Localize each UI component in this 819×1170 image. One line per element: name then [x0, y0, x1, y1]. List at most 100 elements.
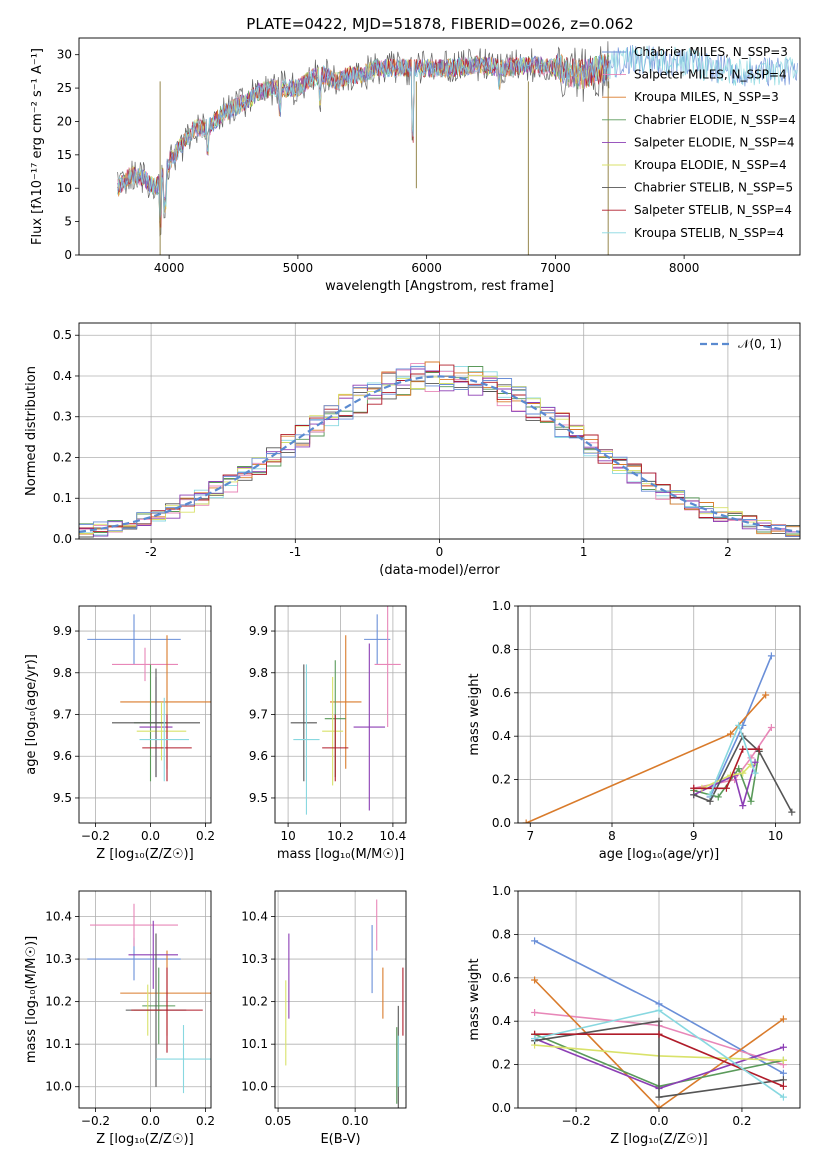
axes-frame [78, 322, 801, 540]
y-tick-label: 0 [64, 248, 72, 262]
y-tick-label: 0.0 [492, 1101, 511, 1115]
y-tick-label: 0.0 [492, 816, 511, 830]
panel-mass-weight-vs-age: 7 8 9 10 0.0 0.2 0.4 0.6 0.8 1.0 age [log₁₀(age/yr… [467, 599, 801, 862]
weight-marker [655, 1000, 663, 1008]
weight-marker [531, 976, 539, 984]
x-tick-label: 0.0 [141, 829, 160, 843]
legend-entry: Kroupa ELODIE, N_SSP=4 [634, 158, 787, 172]
weight-marker [655, 1030, 663, 1038]
spectrum-line [117, 45, 798, 222]
weight-marker [779, 1056, 787, 1064]
y-axis-label: Flux [fλ10⁻¹⁷ erg cm⁻² s⁻¹ A⁻¹] [30, 48, 45, 245]
spectrum-line [117, 55, 610, 228]
weight-marker [779, 1015, 787, 1023]
y-axis-label: mass weight [467, 958, 482, 1040]
x-tick-label: −0.2 [561, 1114, 590, 1128]
y-tick-label: 0.0 [53, 532, 72, 546]
y-tick-label: 0.6 [492, 686, 511, 700]
y-tick-label: 9.7 [53, 708, 72, 722]
axes-frame [274, 605, 407, 824]
x-tick-label: 2 [724, 545, 732, 559]
histogram-step [79, 375, 800, 536]
y-tick-label: 9.5 [249, 791, 268, 805]
y-tick-label: 0.2 [492, 1058, 511, 1072]
weight-line [534, 979, 784, 1108]
x-axis-label: Z [log₁₀(Z/Z☉)] [610, 1132, 707, 1147]
y-tick-label: 10.3 [45, 952, 72, 966]
x-axis-label: (data-model)/error [379, 563, 500, 578]
legend-entry: Salpeter ELODIE, N_SSP=4 [634, 135, 795, 149]
plot-area [290, 606, 401, 815]
weight-marker [779, 1076, 787, 1084]
weight-line [693, 748, 760, 790]
figure-title: PLATE=0422, MJD=51878, FIBERID=0026, z=0… [246, 15, 633, 33]
weight-marker [767, 652, 775, 660]
y-tick-label: 10.2 [241, 995, 268, 1009]
x-tick-label: 10.2 [327, 829, 354, 843]
y-tick-label: 10 [57, 181, 72, 195]
x-tick-label: 6000 [411, 261, 442, 275]
panel-residual-histogram: -2 -1 0 1 2 0.0 0.1 0.2 0.3 0.4 0.5 (data-model)/er… [24, 322, 801, 578]
plot-area [531, 937, 787, 1108]
weight-marker [762, 691, 770, 699]
y-tick-label: 9.9 [249, 624, 268, 638]
x-axis-label: Z [log₁₀(Z/Z☉)] [96, 847, 193, 862]
legend-entry: Salpeter MILES, N_SSP=4 [634, 68, 787, 82]
y-tick-label: 1.0 [492, 884, 511, 898]
y-tick-label: 9.6 [249, 749, 268, 763]
x-axis-label: wavelength [Angstrom, rest frame] [325, 279, 554, 294]
y-tick-label: 0.4 [53, 369, 72, 383]
y-tick-label: 10.0 [241, 1080, 268, 1094]
y-tick-label: 0.2 [492, 773, 511, 787]
y-tick-label: 10.4 [45, 910, 72, 924]
y-tick-label: 15 [57, 148, 72, 162]
x-tick-label: 8000 [669, 261, 700, 275]
weight-line [525, 694, 767, 823]
y-tick-label: 0.1 [53, 491, 72, 505]
legend-entry-gaussian: 𝒩(0, 1) [738, 337, 782, 351]
y-tick-label: 9.5 [53, 791, 72, 805]
y-tick-label: 10.2 [45, 995, 72, 1009]
y-tick-label: 5 [64, 215, 72, 229]
legend-entry: Chabrier MILES, N_SSP=3 [634, 45, 788, 59]
weight-marker [655, 1093, 663, 1101]
x-tick-label: 5000 [283, 261, 314, 275]
legend-entry: Kroupa STELIB, N_SSP=4 [634, 226, 784, 240]
weight-marker [767, 724, 775, 732]
x-tick-label: 9 [690, 829, 698, 843]
axes-frame [517, 890, 801, 1109]
weight-marker [739, 745, 747, 753]
panel-mass-vs-Z: −0.2 0.0 0.2 10.0 10.1 10.2 10.3 10.4 Z [log₁₀(Z… [24, 890, 215, 1147]
gaussian-curve [79, 375, 800, 533]
histogram-step [79, 366, 800, 538]
weight-marker [531, 1009, 539, 1017]
weight-line [534, 1020, 784, 1099]
x-axis-label: mass [log₁₀(M/M☉)] [277, 847, 404, 862]
plot-area [87, 614, 211, 782]
x-axis-label: age [log₁₀(age/yr)] [599, 847, 720, 862]
y-tick-label: 10.0 [45, 1080, 72, 1094]
x-tick-label: 0.2 [196, 1114, 215, 1128]
weight-marker [779, 1069, 787, 1077]
y-tick-label: 10.4 [241, 910, 268, 924]
weight-marker [655, 1006, 663, 1014]
x-tick-label: 0.2 [196, 829, 215, 843]
legend-entry: Salpeter STELIB, N_SSP=4 [634, 203, 792, 217]
axes-frame [78, 605, 212, 824]
weight-marker [788, 808, 796, 816]
panel-age-vs-Z: −0.2 0.0 0.2 9.5 9.6 9.7 9.8 9.9 Z [log₁₀(Z/Z☉)]… [24, 605, 215, 862]
x-tick-label: 10 [768, 829, 783, 843]
y-tick-label: 0.2 [53, 450, 72, 464]
y-tick-label: 0.5 [53, 328, 72, 342]
y-tick-label: 30 [57, 48, 72, 62]
y-tick-label: 0.3 [53, 410, 72, 424]
weight-marker [747, 797, 755, 805]
y-axis-label: mass [log₁₀(M/M☉)] [24, 936, 39, 1063]
weight-marker [739, 802, 747, 810]
plot-area [117, 41, 798, 255]
y-tick-label: 9.7 [249, 708, 268, 722]
x-tick-label: 10 [280, 829, 295, 843]
x-tick-label: 0.0 [141, 1114, 160, 1128]
weight-marker [690, 791, 698, 799]
